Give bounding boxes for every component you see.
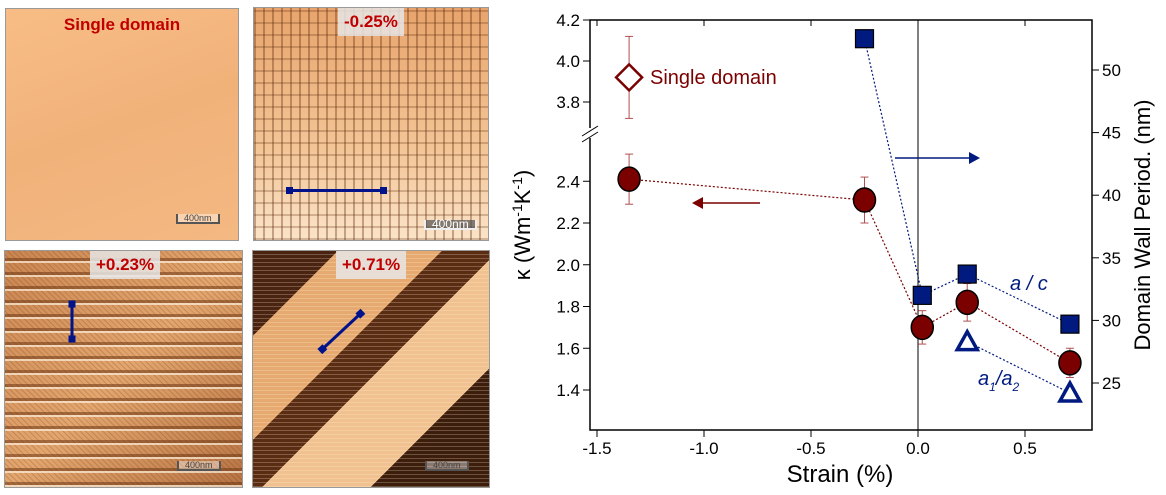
kappa-point [955,289,979,316]
period-triangle-point [1056,379,1083,403]
y-tick-label-right: 50 [1102,61,1121,80]
kappa-point [1058,350,1082,376]
a1a2-period-line [966,341,1071,394]
a1a2-label: a1/a2 [978,368,1020,394]
y-tick-label-right: 35 [1102,249,1121,268]
kappa-line [629,178,1071,364]
kappa-point [910,314,935,341]
scale-bar: 400nm [424,218,477,230]
y-tick-label-left: 4.0 [556,52,580,71]
y-tick-label-left: 4.2 [556,11,580,30]
x-tick-label: 0.5 [1013,439,1037,458]
y-tick-label-left: 3.8 [556,93,580,112]
period-square-point [854,29,875,49]
scale-bar: 400nm [177,461,221,471]
ac-period-line [863,38,1071,325]
period-square-point [957,264,977,284]
kappa-point [617,166,641,192]
x-tick-label: -1.0 [689,439,718,458]
y-tick-label-right: 30 [1102,311,1121,330]
x-axis-label: Strain (%) [787,461,894,488]
axis-break-gap [582,128,598,138]
plot-frame [589,19,1093,431]
afm-image-minus-0.25: -0.25% 400nm [253,7,489,241]
y-tick-label-left: 1.8 [556,298,580,317]
x-tick-label: -1.5 [582,439,611,458]
afm-image-single-domain: Single domain 400nm [5,8,239,241]
period-square-point [912,285,932,305]
domain-period-marker [286,187,387,194]
panel-label: +0.23% [90,251,161,279]
scale-bar: 400nm [425,461,469,471]
single-domain-point [614,62,644,93]
y-tick-label-left: 2.4 [556,172,580,191]
afm-image-plus-0.23: +0.23% 400nm [4,250,243,488]
period-triangle-point [954,328,981,352]
y-tick-label-left: 2.2 [556,214,580,233]
panel-label: -0.25% [338,8,404,36]
panel-label: Single domain [63,15,181,34]
left-axis-arrowhead [692,197,703,209]
y-tick-label-right: 40 [1102,186,1121,205]
axis-break-mark [581,131,599,143]
y-axis-label-left: κ (Wm-1K-1) [509,170,535,280]
y-tick-label-left: 1.4 [556,381,580,400]
y-tick-label-left: 2.0 [556,256,580,275]
single-domain-label: Single domain [650,67,777,89]
right-axis-arrowhead [969,152,980,164]
axis-break-mark [581,125,599,137]
y-tick-label-right: 45 [1102,124,1121,143]
y-tick-label-right: 25 [1102,374,1121,393]
afm-image-plus-0.71: +0.71% 400nm [252,250,490,488]
y-axis-label-right: Domain Wall Period. (nm) [1130,99,1155,350]
x-tick-label: -0.5 [796,439,825,458]
scale-bar: 400nm [176,214,220,224]
x-tick-label: 0.0 [906,439,930,458]
kappa-point [852,187,877,213]
y-tick-label-left: 1.6 [556,339,580,358]
ac-label: a / c [1010,273,1048,295]
panel-label: +0.71% [336,251,407,279]
period-square-point [1060,314,1080,334]
